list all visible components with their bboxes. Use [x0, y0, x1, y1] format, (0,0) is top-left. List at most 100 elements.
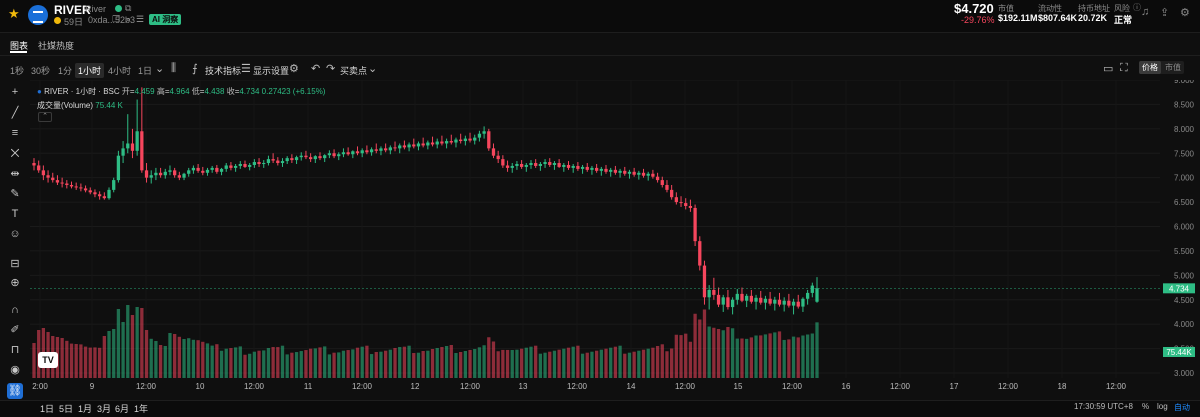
display-settings-button[interactable]: 显示设置 [253, 66, 290, 76]
alert-icon[interactable]: ♫ [1141, 6, 1150, 18]
lock-drawing-icon[interactable]: ✐ [10, 324, 20, 336]
fullscreen-icon[interactable]: ⛶ [1120, 62, 1128, 74]
utc-clock: 17:30:59 UTC+8 [1074, 402, 1133, 411]
favorite-star-icon[interactable]: ★ [8, 6, 20, 21]
candle-body [271, 159, 275, 161]
trend-line-icon[interactable]: ╱ [11, 107, 19, 119]
tradingview-logo[interactable]: TV [38, 352, 58, 368]
indicators-icon[interactable]: ⨍ [192, 63, 198, 75]
candle-body [323, 155, 327, 159]
range-6m[interactable]: 6月 [115, 404, 130, 414]
volume-bar [205, 343, 210, 378]
interval-1s[interactable]: 1秒 [10, 66, 25, 76]
ai-insight-badge[interactable]: AI 洞察 [149, 14, 182, 25]
share-icon[interactable]: ⇪ [1160, 7, 1170, 19]
crosshair-icon[interactable]: + [11, 86, 19, 98]
contract-address: 0xda...52b3 [88, 15, 136, 25]
indicators-button[interactable]: 技术指标 [205, 66, 242, 76]
volume-bar [233, 347, 238, 378]
emoji-icon[interactable]: ☺ [9, 228, 21, 240]
volume-bar [398, 347, 402, 378]
dropdown-chevron-icon[interactable]: ⌄ [155, 63, 165, 75]
lock-icon[interactable]: ⊓ [10, 344, 20, 356]
magnet-icon[interactable]: ∩ [11, 304, 19, 316]
toggle-mcap[interactable]: 市值 [1165, 63, 1181, 72]
log-toggle[interactable]: log [1157, 402, 1168, 411]
candle-body [754, 297, 758, 302]
chart-canvas[interactable]: 3.0003.5004.0004.5005.0005.5006.0006.500… [30, 80, 1198, 400]
price-chart[interactable]: 3.0003.5004.0004.5005.0005.5006.0006.500… [30, 80, 1198, 400]
candle-type-icon[interactable]: ⫼ [171, 62, 177, 74]
search-icon[interactable]: ⌕ [126, 14, 132, 24]
settings-icon[interactable]: ⚙ [1180, 7, 1190, 19]
volume-bar [140, 308, 144, 378]
link-tool-icon[interactable]: ⛓ [7, 383, 23, 399]
volume-bar [327, 354, 332, 378]
volume-bar [773, 332, 777, 378]
volume-bar [665, 351, 669, 378]
range-3m[interactable]: 3月 [97, 404, 112, 414]
volume-bar [430, 349, 435, 378]
window-icon[interactable]: ▭ [1103, 63, 1114, 75]
interval-1m[interactable]: 1分 [58, 66, 73, 76]
candle-body [46, 175, 50, 178]
close-value: 4.734 [239, 87, 260, 96]
collapse-legend-icon[interactable]: ⌃ [38, 112, 52, 122]
volume-bar [782, 339, 786, 378]
volume-bar [97, 347, 102, 378]
undo-icon[interactable]: ↶ [311, 63, 321, 75]
candle-body [102, 196, 106, 199]
candle-body [126, 143, 130, 149]
trades-chevron-icon[interactable]: ⌄ [368, 63, 378, 75]
candle-body [205, 169, 210, 173]
candle-body [426, 142, 430, 146]
price-mcap-toggle[interactable]: 价格 市值 [1139, 61, 1184, 74]
risk-info-icon[interactable]: ⓘ [1133, 3, 1141, 12]
x-tick-label: 10 [196, 382, 205, 391]
interval-1h[interactable]: 1小时 [75, 63, 105, 78]
trades-button[interactable]: 买卖点 [340, 66, 368, 76]
range-1m[interactable]: 1月 [78, 404, 93, 414]
interval-4h[interactable]: 4小时 [108, 66, 132, 76]
interval-30s[interactable]: 30秒 [31, 66, 51, 76]
menu-icon[interactable]: ☰ [136, 14, 145, 24]
text-tool-icon[interactable]: T [11, 208, 19, 220]
visibility-eye-icon[interactable]: ◉ [10, 364, 20, 376]
volume-bar [534, 345, 538, 378]
volume-bar [566, 347, 571, 378]
ruler-icon[interactable]: ⊟ [10, 258, 20, 270]
volume-bar [308, 348, 313, 378]
copy-icon[interactable]: ❐ [112, 14, 121, 24]
volume-bar [412, 353, 416, 378]
candle-body [121, 148, 125, 156]
candle-body [702, 265, 707, 298]
interval-1d[interactable]: 1日 [138, 66, 153, 76]
tab-chart[interactable]: 图表 [10, 41, 29, 51]
candle-body [791, 301, 796, 306]
candle-body [491, 148, 496, 156]
volume-bar [444, 346, 449, 378]
candle-body [238, 163, 242, 166]
volume-bar [538, 353, 543, 378]
auto-toggle[interactable]: 自动 [1174, 403, 1190, 412]
measure-range-icon[interactable]: ⇹ [10, 168, 20, 180]
percent-toggle[interactable]: % [1142, 402, 1150, 411]
volume-bar [454, 353, 458, 378]
pattern-icon[interactable]: ⨉ [10, 148, 20, 160]
redo-icon[interactable]: ↷ [326, 63, 336, 75]
horizontal-lines-icon[interactable]: ≡ [11, 127, 19, 139]
holders-label: 持币地址 [1078, 4, 1110, 13]
candle-body [477, 133, 482, 138]
brush-icon[interactable]: ✎ [10, 188, 20, 200]
zoom-in-icon[interactable]: ⊕ [10, 277, 20, 289]
external-link-icon[interactable]: ⧉ [125, 3, 132, 13]
candle-body [79, 187, 83, 189]
range-5d[interactable]: 5日 [59, 404, 74, 414]
toggle-price[interactable]: 价格 [1139, 61, 1161, 74]
gear-icon[interactable]: ⚙ [289, 63, 299, 75]
volume-bar [801, 335, 805, 378]
range-1y[interactable]: 1年 [134, 404, 149, 414]
tab-social[interactable]: 社媒热度 [38, 41, 75, 51]
range-1d[interactable]: 1日 [40, 404, 55, 414]
display-settings-icon[interactable]: ☰ [241, 63, 251, 75]
